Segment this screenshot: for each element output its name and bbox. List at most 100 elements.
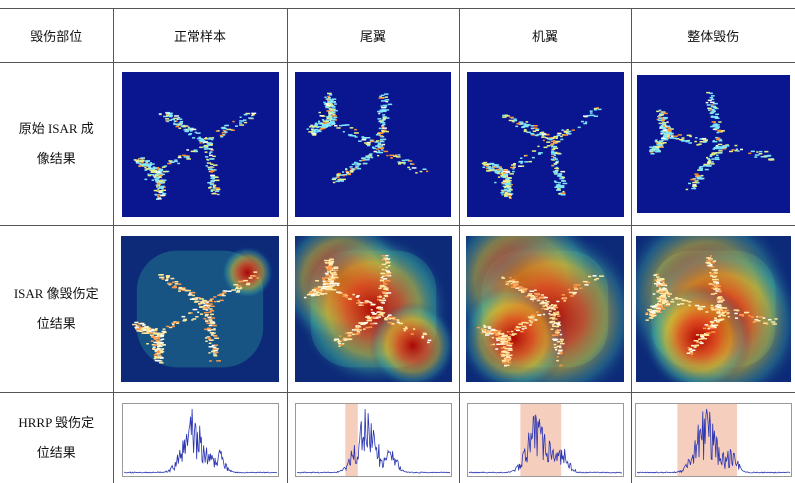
scatter-point xyxy=(707,163,711,165)
scatter-point xyxy=(381,105,383,107)
scatter-point xyxy=(172,282,174,284)
scatter-point xyxy=(210,322,213,324)
scatter-point xyxy=(496,168,500,170)
scatter-point xyxy=(384,93,388,95)
scatter-point xyxy=(192,137,195,139)
scatter-point xyxy=(712,279,715,281)
scatter-point xyxy=(689,348,692,350)
scatter-point xyxy=(711,104,713,106)
scatter-point xyxy=(706,325,709,327)
scatter-point xyxy=(704,139,707,141)
scatter-point xyxy=(658,303,661,305)
scatter-point xyxy=(551,329,554,331)
scatter-point xyxy=(372,313,376,315)
scatter-point xyxy=(391,323,393,325)
scatter-point xyxy=(756,320,760,322)
scatter-point xyxy=(332,177,337,179)
scatter-point xyxy=(213,296,216,298)
scatter-point xyxy=(208,318,210,320)
scatter-point xyxy=(764,151,768,153)
scatter-point xyxy=(157,348,160,350)
scatter-point xyxy=(481,162,485,164)
scatter-point xyxy=(331,123,335,125)
scatter-point xyxy=(734,150,737,152)
scatter-point xyxy=(193,309,198,311)
scatter-point xyxy=(681,137,684,139)
scatter-point xyxy=(399,161,404,163)
scatter-point xyxy=(188,127,190,129)
scatter-point xyxy=(560,339,564,341)
scatter-point xyxy=(680,303,684,305)
scatter-point xyxy=(552,339,557,341)
scatter-point xyxy=(502,362,505,364)
scatter-point xyxy=(532,300,534,302)
scatter-point xyxy=(711,116,716,118)
row-label: HRRP 毁伤定位结果 xyxy=(13,408,99,468)
scatter-point xyxy=(713,103,715,105)
scatter-point xyxy=(667,137,669,139)
scatter-point xyxy=(322,279,325,281)
scatter-point xyxy=(557,182,560,184)
scatter-point xyxy=(513,166,516,168)
scatter-point xyxy=(702,337,704,339)
scatter-point xyxy=(708,109,710,111)
scatter-point xyxy=(383,278,387,280)
scatter-point xyxy=(345,297,347,299)
scatter-point xyxy=(709,156,712,158)
scatter-point xyxy=(315,280,319,282)
scatter-point xyxy=(492,332,495,334)
scatter-point xyxy=(256,277,259,279)
scatter-point xyxy=(143,164,148,166)
scatter-point xyxy=(142,328,146,330)
scatter-point xyxy=(526,131,530,133)
scatter-point xyxy=(220,300,224,302)
scatter-point xyxy=(482,166,485,168)
scatter-point xyxy=(551,145,554,147)
scatter-point xyxy=(485,165,488,167)
scatter-point xyxy=(210,174,215,176)
scatter-point xyxy=(388,265,390,267)
scatter-point xyxy=(677,134,681,136)
scatter-point xyxy=(518,165,521,167)
scatter-point xyxy=(495,334,499,336)
scatter-point xyxy=(707,108,712,110)
scatter-point xyxy=(581,120,584,122)
scatter-point xyxy=(663,118,667,120)
scatter-point xyxy=(329,259,334,261)
scatter-point xyxy=(712,148,714,150)
scatter-point xyxy=(569,292,574,294)
scatter-point xyxy=(147,166,150,168)
scatter-point xyxy=(668,296,670,298)
scatter-point xyxy=(709,273,714,275)
scatter-point xyxy=(696,345,699,347)
scatter-point xyxy=(217,295,222,297)
scatter-point xyxy=(209,151,212,153)
scatter-point xyxy=(683,299,686,301)
scatter-point xyxy=(500,176,504,178)
scatter-point xyxy=(557,346,560,348)
scatter-point xyxy=(559,185,564,187)
scatter-point xyxy=(334,103,337,105)
scatter-point xyxy=(502,116,506,118)
scatter-point xyxy=(542,300,545,302)
scatter-point xyxy=(319,111,321,113)
scatter-point xyxy=(716,132,719,134)
scatter-point xyxy=(386,154,388,156)
scatter-point xyxy=(251,113,254,115)
scatter-point xyxy=(383,122,385,124)
scatter-point xyxy=(508,338,511,340)
scatter-point xyxy=(422,333,426,335)
scatter-point xyxy=(179,118,182,120)
scatter-point xyxy=(208,168,213,170)
scatter-point xyxy=(496,170,500,172)
scatter-point xyxy=(541,131,544,133)
scatter-point xyxy=(705,102,708,104)
scatter-point xyxy=(333,181,335,183)
scatter-point xyxy=(723,307,727,309)
scatter-point xyxy=(661,285,666,287)
scatter-point xyxy=(410,333,413,335)
scatter-point xyxy=(336,127,340,129)
scatter-point xyxy=(688,301,691,303)
scatter-point xyxy=(173,120,175,122)
scatter-point xyxy=(526,322,529,324)
